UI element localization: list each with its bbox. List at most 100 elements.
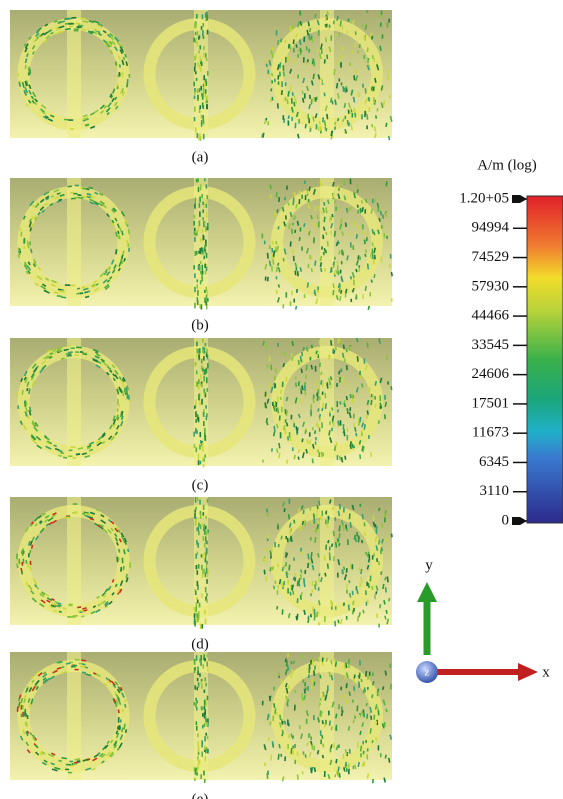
field-arrow	[110, 259, 115, 265]
field-arrow	[107, 266, 111, 271]
field-arrow	[104, 42, 111, 48]
field-arrow	[45, 277, 50, 282]
field-image	[10, 178, 137, 306]
field-arrow	[338, 503, 342, 510]
field-arrow	[301, 385, 304, 391]
colorbar-tick-label: 3110	[480, 483, 509, 499]
field-arrow	[45, 523, 50, 527]
field-arrow	[306, 85, 309, 92]
field-arrow	[363, 760, 366, 767]
field-arrow	[359, 454, 362, 460]
field-arrow	[305, 448, 308, 454]
field-arrow	[102, 39, 108, 44]
field-arrow	[58, 25, 65, 29]
field-arrow	[387, 135, 391, 141]
field-arrow	[101, 433, 106, 438]
field-arrow	[80, 17, 86, 20]
field-arrow	[360, 678, 363, 683]
field-arrow	[104, 605, 109, 609]
field-arrow	[55, 349, 61, 353]
field-arrow	[319, 710, 322, 717]
field-arrow	[115, 732, 120, 739]
field-arrow	[340, 520, 344, 526]
field-arrow	[93, 27, 99, 32]
field-arrow	[114, 527, 119, 533]
field-arrow	[377, 207, 380, 212]
field-arrow	[282, 71, 286, 77]
field-arrow	[372, 231, 376, 236]
field-arrow	[30, 698, 34, 705]
field-arrow	[372, 97, 376, 104]
field-arrow	[119, 580, 124, 587]
field-arrow	[116, 688, 121, 694]
field-arrow	[345, 672, 349, 678]
field-arrow	[40, 104, 47, 110]
field-arrow	[373, 274, 376, 279]
field-arrow	[117, 55, 121, 60]
field-arrow	[269, 550, 272, 556]
field-arrow	[52, 669, 58, 674]
field-arrow	[21, 389, 24, 396]
field-arrow	[324, 126, 327, 130]
field-arrow	[359, 582, 362, 588]
field-arrow	[344, 662, 348, 669]
field-arrow	[51, 598, 55, 601]
field-arrow	[30, 590, 35, 595]
field-arrow	[29, 227, 32, 232]
field-arrow	[41, 591, 46, 596]
field-arrow	[353, 221, 356, 227]
field-arrow	[299, 49, 303, 56]
field-arrow	[355, 386, 359, 393]
field-arrow	[276, 245, 280, 252]
field-arrow	[94, 109, 99, 114]
field-arrow	[46, 597, 53, 602]
field-arrow	[115, 699, 119, 705]
field-arrow	[31, 380, 36, 387]
field-image	[261, 178, 393, 311]
field-arrow	[126, 385, 130, 391]
field-arrow	[120, 379, 124, 384]
field-arrow	[319, 262, 323, 268]
field-arrow	[385, 609, 388, 614]
field-arrow	[265, 547, 269, 552]
field-arrow	[384, 537, 388, 542]
field-arrow	[282, 257, 285, 262]
field-arrow	[319, 180, 322, 187]
field-arrow	[323, 120, 327, 127]
field-arrow	[109, 32, 114, 38]
field-arrow	[281, 729, 284, 735]
field-arrow	[103, 362, 109, 368]
field-arrow	[345, 568, 348, 573]
field-arrow	[270, 72, 274, 77]
field-arrow	[119, 227, 122, 232]
field-arrow	[331, 415, 335, 421]
colorbar-tick-label: 44466	[472, 308, 510, 324]
field-arrow	[102, 278, 108, 284]
field-arrow	[42, 115, 48, 120]
field-arrow	[38, 34, 42, 38]
field-arrow	[336, 409, 340, 413]
field-arrow	[53, 19, 58, 23]
field-arrow	[101, 359, 105, 363]
field-arrow	[370, 715, 373, 720]
field-arrow	[54, 447, 60, 451]
field-arrow	[79, 292, 84, 295]
field-arrow	[44, 677, 51, 683]
field-arrow	[350, 89, 354, 96]
field-arrow	[62, 607, 67, 610]
field-arrow	[28, 388, 31, 395]
field-arrow	[121, 230, 124, 236]
field-arrow	[291, 590, 295, 595]
field-arrow	[124, 703, 127, 708]
field-arrow	[290, 733, 293, 738]
field-arrow	[312, 188, 316, 195]
field-arrow	[385, 181, 388, 187]
field-arrow	[26, 730, 30, 734]
field-arrow	[338, 772, 341, 778]
field-arrow	[30, 372, 35, 379]
field-arrow	[349, 276, 353, 280]
field-image	[261, 652, 393, 784]
field-arrow	[43, 354, 50, 360]
field-image	[137, 178, 262, 310]
field-arrow	[58, 759, 62, 763]
